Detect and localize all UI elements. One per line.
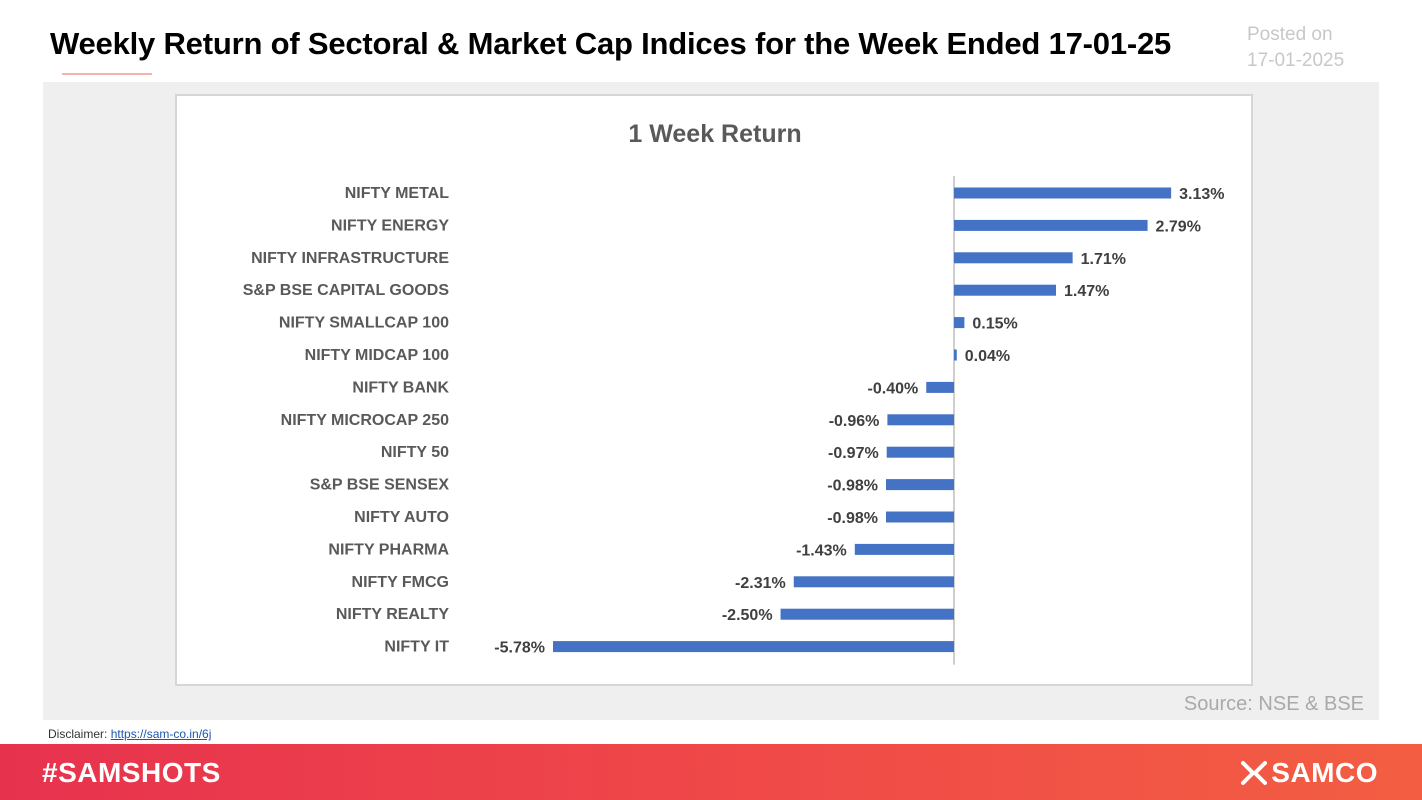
data-label: -0.98% [827,478,878,495]
data-label: 1.47% [1064,283,1109,300]
bar [954,317,965,329]
category-label: S&P BSE CAPITAL GOODS [243,282,450,299]
bar [780,608,954,620]
bar [954,187,1172,199]
hashtag-label: #SAMSHOTS [42,757,221,788]
category-label: NIFTY IT [384,639,449,656]
category-label: NIFTY PHARMA [328,541,449,558]
brand-logo: SAMCO [1241,757,1378,789]
data-label: 1.71% [1081,251,1126,268]
bar [886,511,954,523]
disclaimer-link[interactable]: https://sam-co.in/6j [110,727,212,741]
data-label: -0.98% [827,510,878,527]
category-label: S&P BSE SENSEX [310,477,450,494]
bar [954,349,957,361]
category-label: NIFTY BANK [352,379,449,396]
data-label: -5.78% [494,640,545,657]
footer-bar: #SAMSHOTS SAMCO [0,744,1422,800]
data-label: -2.31% [735,575,786,592]
data-label: -1.43% [796,542,847,559]
bar [926,381,954,393]
bar [854,543,954,555]
data-label: -2.50% [722,607,773,624]
chart-title: 1 Week Return [628,120,801,148]
category-label: NIFTY ENERGY [331,217,449,234]
brand-name: SAMCO [1271,757,1378,788]
disclaimer-label: Disclaimer: [48,727,108,741]
data-label: -0.96% [829,413,880,430]
bar [954,252,1073,264]
posted-label: Posted on [1247,24,1333,45]
data-label: 3.13% [1179,186,1224,203]
bar [887,414,954,426]
chart-frame: 1 Week Return NIFTY METAL 3.13% NIFTY ENERG… [175,94,1253,686]
bar [793,576,954,588]
data-label: 2.79% [1156,218,1201,235]
category-label: NIFTY SMALLCAP 100 [279,315,449,332]
bar-chart: 1 Week Return NIFTY METAL 3.13% NIFTY ENERG… [243,120,1225,665]
category-label: NIFTY 50 [381,444,449,461]
bar [954,219,1148,231]
source-note: Source: NSE & BSE [1183,693,1364,715]
posted-info: Posted on 17-01-2025 [1247,22,1344,74]
category-label: NIFTY AUTO [354,509,449,526]
bar [886,479,954,491]
category-label: NIFTY METAL [345,185,450,202]
data-label: -0.40% [868,380,919,397]
title-underline [62,73,152,75]
samco-logo-icon [1241,761,1268,785]
data-label: 0.15% [972,316,1017,333]
category-label: NIFTY MIDCAP 100 [305,347,449,364]
disclaimer: Disclaimer: https://sam-co.in/6j [48,727,211,741]
bar [886,446,954,458]
category-label: NIFTY REALTY [336,606,450,623]
category-label: NIFTY MICROCAP 250 [281,412,449,429]
category-label: NIFTY INFRASTRUCTURE [251,250,449,267]
data-label: 0.04% [965,348,1010,365]
page-title: Weekly Return of Sectoral & Market Cap I… [50,26,1172,61]
category-label: NIFTY FMCG [352,574,449,591]
posted-date: 17-01-2025 [1247,50,1345,71]
data-label: -0.97% [828,445,879,462]
bar [954,284,1056,296]
bar [553,641,954,653]
